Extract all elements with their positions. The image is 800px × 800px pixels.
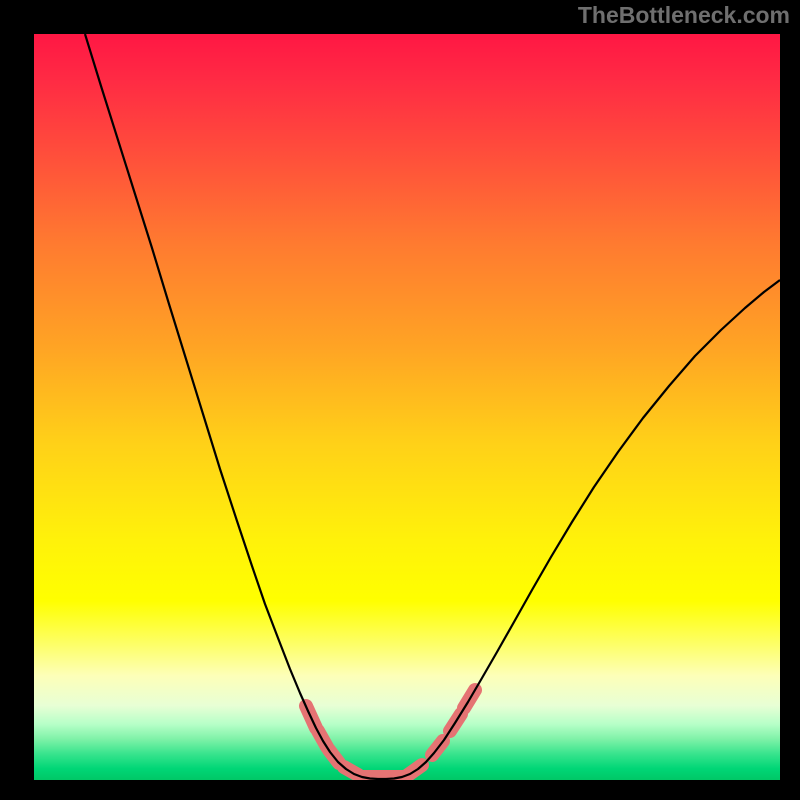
plot-svg xyxy=(34,34,780,780)
watermark-label: TheBottleneck.com xyxy=(578,2,790,29)
gradient-background xyxy=(34,34,780,780)
plot-area xyxy=(34,34,780,780)
chart-container: TheBottleneck.com xyxy=(0,0,800,800)
